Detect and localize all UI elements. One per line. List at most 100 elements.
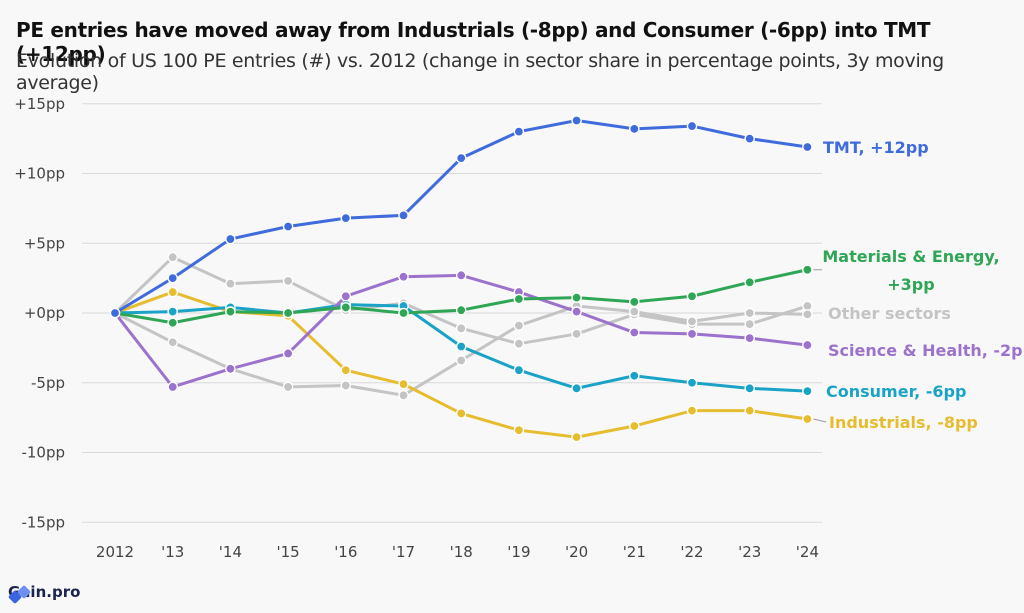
series-line	[113, 118, 809, 315]
series-layer	[109, 115, 813, 443]
x-tick-label: '19	[507, 543, 530, 561]
y-tick-label: +0pp	[24, 304, 65, 322]
data-point	[225, 363, 236, 375]
data-point	[802, 264, 813, 276]
data-point	[340, 302, 352, 313]
data-point	[455, 355, 467, 366]
data-point	[167, 381, 178, 393]
data-point	[282, 275, 294, 287]
data-point	[802, 141, 813, 153]
series-end-label: Materials & Energy,	[822, 247, 999, 266]
data-point	[629, 123, 640, 135]
data-point	[109, 307, 121, 319]
data-point	[802, 309, 813, 320]
data-point	[744, 318, 756, 330]
chart-title: PE entries have moved away from Industri…	[16, 18, 931, 66]
data-point	[629, 296, 640, 308]
gain-pro-logo-icon	[8, 585, 31, 604]
gain-pro-logo: Gain.pro	[8, 583, 80, 604]
data-point	[744, 307, 756, 319]
data-point	[513, 320, 525, 331]
y-tick-label: +15pp	[14, 95, 65, 113]
series-end-label: +3pp	[887, 275, 934, 294]
data-point	[571, 292, 582, 303]
data-point	[167, 336, 178, 348]
x-tick-label: '16	[334, 543, 357, 561]
x-tick-label: '21	[623, 543, 646, 561]
series-6	[109, 115, 813, 319]
data-point	[744, 405, 756, 416]
data-point	[802, 413, 813, 425]
x-tick-label: '15	[276, 543, 299, 561]
data-point	[398, 307, 409, 319]
y-tick-label: -15pp	[21, 513, 65, 531]
x-tick-label: '22	[680, 543, 703, 561]
series-end-label: Consumer, -6pp	[826, 382, 966, 401]
y-tick-label: -10pp	[21, 444, 65, 462]
data-point	[282, 307, 294, 319]
series-5	[109, 264, 813, 329]
x-tick-label: '17	[392, 543, 415, 561]
x-tick-label: '20	[565, 543, 588, 561]
data-point	[398, 210, 409, 221]
y-tick-label: -5pp	[31, 374, 65, 392]
data-point	[340, 212, 352, 224]
data-point	[455, 270, 467, 281]
data-point	[571, 431, 582, 443]
data-point	[571, 115, 582, 126]
data-point	[225, 306, 236, 317]
data-point	[167, 306, 178, 317]
data-point	[513, 364, 525, 376]
x-tick-label: '18	[450, 543, 473, 561]
data-point	[455, 152, 467, 164]
data-point	[282, 221, 294, 232]
data-point	[398, 390, 409, 401]
data-point	[686, 316, 698, 327]
data-point	[571, 383, 582, 394]
data-point	[340, 290, 352, 302]
chart-subtitle: Evolution of US 100 PE entries (#) vs. 2…	[16, 50, 944, 94]
x-tick-label: '23	[738, 543, 761, 561]
data-point	[340, 364, 352, 376]
data-point	[686, 328, 698, 340]
data-point	[686, 290, 698, 302]
data-point	[513, 293, 525, 305]
data-point	[398, 271, 409, 283]
series-end-label: Other sectors	[828, 304, 951, 323]
data-point	[167, 286, 178, 298]
x-tick-label: '13	[161, 543, 184, 561]
data-point	[398, 378, 409, 390]
data-point	[802, 339, 813, 351]
data-point	[571, 306, 582, 317]
x-tick-label: '14	[219, 543, 242, 561]
data-point	[513, 424, 525, 436]
data-point	[167, 317, 178, 329]
data-point	[167, 272, 178, 284]
data-point	[629, 327, 640, 338]
data-point	[455, 304, 467, 316]
x-tick-label: 2012	[96, 543, 134, 561]
data-point	[513, 126, 525, 137]
data-point	[167, 251, 178, 263]
data-point	[802, 385, 813, 397]
data-point	[225, 233, 236, 245]
y-tick-label: +5pp	[24, 234, 65, 252]
data-point	[225, 278, 236, 290]
x-tick-label: '24	[796, 543, 819, 561]
data-point	[686, 377, 698, 389]
y-tick-label: +10pp	[14, 165, 65, 183]
data-point	[686, 405, 698, 416]
data-point	[282, 381, 294, 393]
data-point	[686, 120, 698, 132]
data-point	[744, 277, 756, 288]
end-label-layer: TMT, +12pp Materials & Energy, +3pp Other s…	[813, 138, 1024, 432]
data-point	[455, 323, 467, 334]
data-point	[513, 338, 525, 349]
label-leader-line	[813, 418, 827, 423]
data-point	[629, 370, 640, 382]
data-point	[629, 306, 640, 317]
data-point	[744, 383, 756, 394]
axis-layer: +15pp +10pp +5pp +0pp -5pp -10pp -15pp 2012 '13 '…	[14, 95, 819, 561]
data-point	[629, 420, 640, 432]
